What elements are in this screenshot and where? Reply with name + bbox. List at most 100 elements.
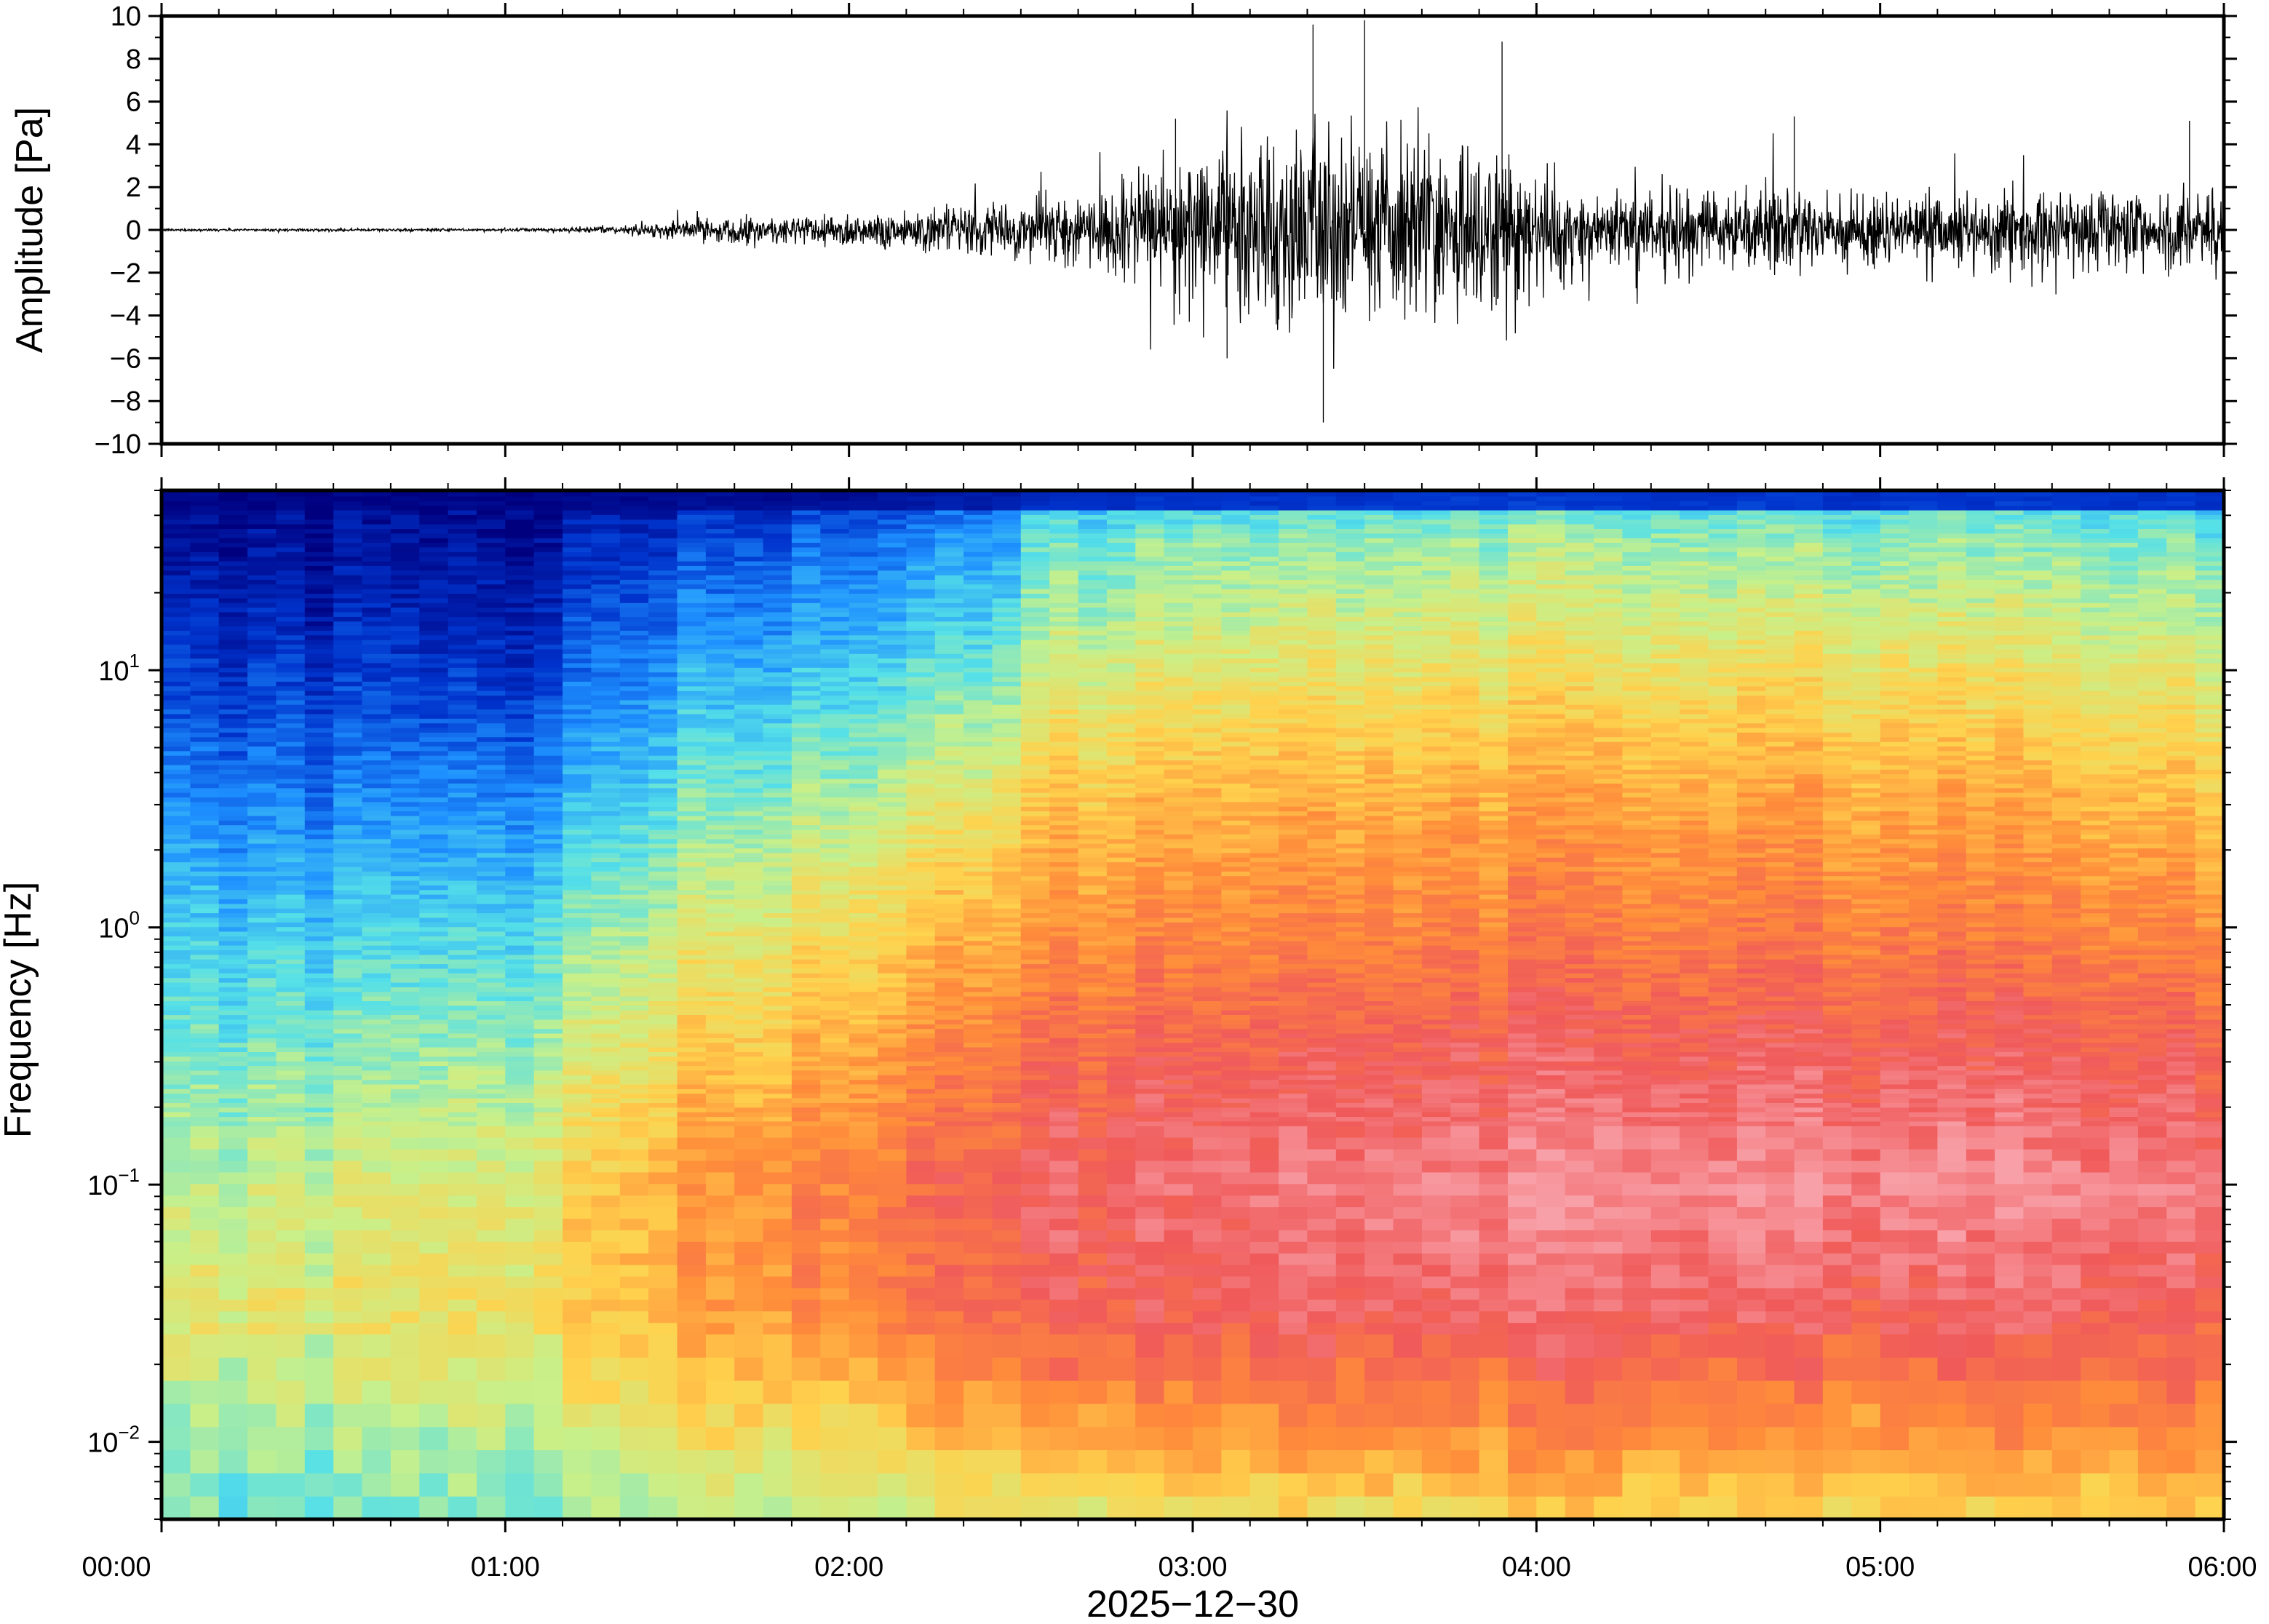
spectrogram-cell bbox=[563, 1287, 592, 1300]
spectrogram-cell bbox=[878, 1075, 907, 1080]
spectrogram-cell bbox=[333, 963, 363, 969]
spectrogram-cell bbox=[218, 931, 248, 936]
spectrogram-cell bbox=[619, 542, 649, 548]
spectrogram-cell bbox=[791, 1038, 821, 1043]
spectrogram-cell bbox=[563, 621, 592, 626]
spectrogram-cell bbox=[705, 769, 735, 775]
spectrogram-cell bbox=[276, 968, 306, 974]
spectrogram-cell bbox=[648, 672, 678, 677]
spectrogram-cell bbox=[677, 1028, 707, 1034]
spectrogram-cell bbox=[963, 634, 993, 640]
spectrogram-cell bbox=[677, 602, 707, 608]
spectrogram-cell bbox=[505, 797, 535, 803]
spectrogram-cell bbox=[276, 1107, 306, 1112]
spectrogram-cell bbox=[705, 1241, 735, 1254]
spectrogram-cell bbox=[390, 1206, 420, 1219]
spectrogram-cell bbox=[333, 584, 363, 589]
spectrogram-cell bbox=[763, 1426, 792, 1451]
spectrogram-cell bbox=[763, 621, 792, 626]
spectrogram-cell bbox=[505, 899, 535, 904]
spectrogram-cell bbox=[247, 917, 277, 923]
spectrogram-cell bbox=[276, 1088, 306, 1094]
spectrogram-cell bbox=[906, 1042, 936, 1048]
spectrogram-cell bbox=[619, 552, 649, 557]
spectrogram-cell bbox=[304, 1032, 334, 1038]
spectrogram-cell bbox=[247, 648, 277, 654]
spectrogram-cell bbox=[934, 746, 964, 752]
spectrogram-cell bbox=[791, 1310, 821, 1324]
spectrogram-cell bbox=[648, 829, 678, 835]
waveform-y-tick-label: −8 bbox=[110, 386, 141, 417]
spectrogram-cell bbox=[677, 1310, 707, 1324]
spectrogram-cell bbox=[419, 1070, 449, 1075]
spectrogram-cell bbox=[705, 1028, 735, 1034]
spectrogram-cell bbox=[705, 917, 735, 923]
spectrogram-cell bbox=[419, 685, 449, 691]
spectrogram-cell bbox=[333, 778, 363, 784]
spectrogram-cell bbox=[505, 885, 535, 891]
spectrogram-cell bbox=[906, 1126, 936, 1138]
spectrogram-cell bbox=[419, 783, 449, 789]
spectrogram-cell bbox=[362, 1065, 392, 1071]
spectrogram-cell bbox=[362, 1042, 392, 1048]
spectrogram-cell bbox=[390, 1137, 420, 1150]
spectrogram-cell bbox=[477, 1195, 506, 1208]
spectrogram-cell bbox=[505, 824, 535, 830]
spectrogram-cell bbox=[333, 713, 363, 719]
spectrogram-cell bbox=[333, 1149, 363, 1161]
spectrogram-cell bbox=[505, 1334, 535, 1358]
spectrogram-cell bbox=[533, 589, 563, 594]
spectrogram-cell bbox=[390, 727, 420, 733]
spectrogram-cell bbox=[448, 875, 477, 881]
spectrogram-cell bbox=[390, 584, 420, 589]
spectrogram-cell bbox=[304, 681, 334, 687]
spectrogram-cell bbox=[190, 1380, 220, 1404]
spectrogram-cell bbox=[362, 1357, 392, 1381]
spectrogram-cell bbox=[247, 718, 277, 724]
spectrogram-cell bbox=[648, 570, 678, 576]
spectrogram-cell bbox=[734, 662, 764, 668]
spectrogram-cell bbox=[162, 1116, 191, 1122]
spectrogram-cell bbox=[333, 1098, 363, 1103]
spectrogram-cell bbox=[162, 1112, 191, 1118]
spectrogram-cell bbox=[190, 1047, 220, 1052]
spectrogram-cell bbox=[304, 495, 334, 501]
spectrogram-cell bbox=[218, 1126, 248, 1138]
spectrogram-cell bbox=[533, 579, 563, 585]
spectrogram-cell bbox=[677, 787, 707, 793]
spectrogram-cell bbox=[190, 625, 220, 631]
spectrogram-cell bbox=[849, 1322, 878, 1335]
spectrogram-cell bbox=[390, 704, 420, 710]
spectrogram-cell bbox=[247, 1287, 277, 1300]
spectrogram-cell bbox=[648, 1051, 678, 1057]
spectrogram-cell bbox=[906, 1093, 936, 1099]
spectrogram-cell bbox=[162, 1275, 191, 1289]
spectrogram-cell bbox=[705, 963, 735, 969]
spectrogram-cell bbox=[247, 811, 277, 816]
spectrogram-cell bbox=[419, 963, 449, 969]
spectrogram-cell bbox=[820, 1051, 850, 1057]
spectrogram-cell bbox=[190, 542, 220, 548]
spectrogram-cell bbox=[563, 1024, 592, 1030]
spectrogram-cell bbox=[791, 1241, 821, 1254]
spectrogram-cell bbox=[218, 1449, 248, 1473]
spectrogram-cell bbox=[247, 815, 277, 821]
spectrogram-cell bbox=[992, 1496, 1022, 1520]
spectrogram-cell bbox=[162, 917, 191, 923]
spectrogram-cell bbox=[505, 857, 535, 863]
spectrogram-cell bbox=[390, 778, 420, 784]
spectrogram-cell bbox=[648, 1357, 678, 1381]
spectrogram-cell bbox=[218, 806, 248, 812]
spectrogram-cell bbox=[878, 973, 907, 979]
spectrogram-cell bbox=[276, 1322, 306, 1335]
spectrogram-cell bbox=[820, 741, 850, 747]
spectrogram-cell bbox=[505, 1061, 535, 1067]
spectrogram-cell bbox=[677, 834, 707, 840]
spectrogram-cell bbox=[734, 1038, 764, 1043]
spectrogram-cell bbox=[906, 514, 936, 520]
spectrogram-cell bbox=[763, 732, 792, 738]
spectrogram-cell bbox=[849, 922, 878, 928]
spectrogram-cell bbox=[218, 1160, 248, 1173]
spectrogram-cell bbox=[878, 1380, 907, 1404]
spectrogram-cell bbox=[533, 611, 563, 617]
